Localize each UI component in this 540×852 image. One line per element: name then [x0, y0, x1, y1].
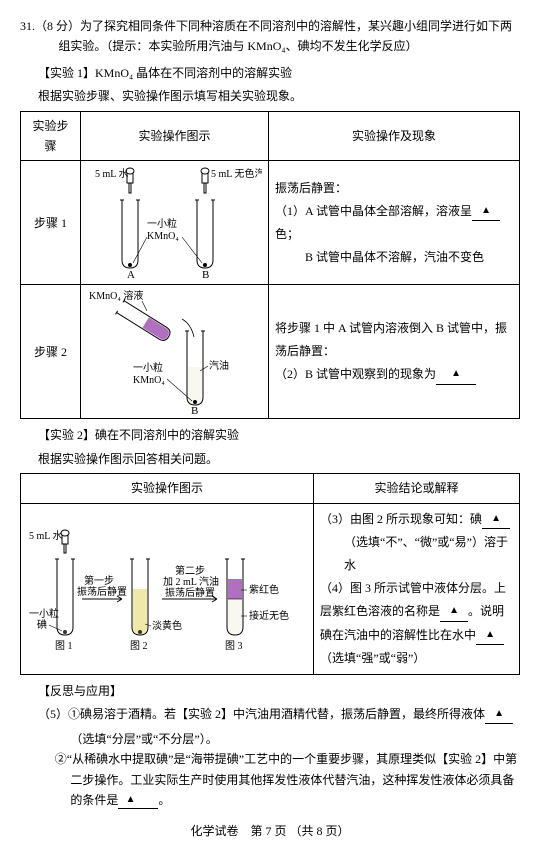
- exp2-diagram: 5 mL 水 图 1 一小粒 碘 第一步 振荡后静置: [21, 503, 314, 675]
- r2-obs2: （2）B 试管中观察到的现象为: [275, 363, 513, 387]
- grain-a-icon: [128, 263, 132, 267]
- exp2-h1: 实验操作图示: [21, 474, 314, 503]
- c3b: （选填“不”、“微”或“易”）溶于水: [320, 531, 513, 577]
- blank-3: [482, 506, 510, 530]
- q-stem: 为了探究相同条件下同种溶质在不同溶剂中的溶解性，某兴趣小组同学进行如下两组实验。…: [58, 19, 512, 53]
- lbl-iodine: 碘: [37, 618, 47, 631]
- lbl-kmno4-1: KMnO₄: [147, 231, 179, 242]
- reflect-5a2: （选填“分层”或“不分层”）。: [20, 729, 520, 749]
- lbl-B: B: [202, 269, 209, 280]
- exp1-r2-step: 步骤 2: [21, 285, 81, 419]
- blank-1: [472, 198, 500, 222]
- lbl-gas: 5 mL 无色汽油: [211, 167, 262, 180]
- exp1-h3: 实验操作及现象: [269, 111, 520, 161]
- svg-text:第一步: 第一步: [84, 574, 114, 587]
- lbl-B2: B: [191, 405, 198, 414]
- exp1-r1-diagram: 5 mL 水 5 mL 无色汽油 A B 一小粒: [81, 161, 269, 285]
- obs-head: 振荡后静置：: [275, 177, 513, 200]
- q-points: （8 分）: [35, 19, 80, 33]
- grain-b-icon: [203, 263, 207, 267]
- exp1-h1: 实验步骤: [21, 111, 81, 161]
- lbl-fig1: 图 1: [55, 640, 73, 652]
- svg-text:振荡后静置: 振荡后静置: [165, 586, 215, 599]
- reflect-title: 【反思与应用】: [20, 681, 520, 701]
- lbl-clear: 接近无色: [249, 609, 289, 622]
- lbl-fig3: 图 3: [225, 640, 243, 652]
- svg-text:振荡后静置: 振荡后静置: [77, 585, 127, 598]
- lbl-5ml: 5 mL 水: [29, 530, 63, 542]
- exp1-r2-diagram: KMnO₄ 溶液 B 一小粒 KMnO₄ 汽油: [81, 285, 269, 419]
- blank-5a: [485, 702, 513, 723]
- lbl-pale: 淡黄色: [152, 619, 182, 632]
- exp2-intro: 根据实验操作图示回答相关问题。: [20, 449, 520, 469]
- exp2-concl: （3）由图 2 所示现象可知：碘 （选填“不”、“微”或“易”）溶于水 （4）图…: [314, 503, 520, 675]
- svg-text:加 2 mL 汽油: 加 2 mL 汽油: [163, 575, 219, 588]
- lbl-gas2: 汽油: [209, 359, 229, 372]
- question-header: 31.（8 分）为了探究相同条件下同种溶质在不同溶剂中的溶解性，某兴趣小组同学进…: [20, 16, 520, 57]
- svg-text:第二步: 第二步: [175, 564, 205, 577]
- exp1-h2: 实验操作图示: [81, 111, 269, 161]
- lbl-grain2: 一小粒: [133, 361, 163, 374]
- lbl-purple: 紫红色: [249, 583, 279, 596]
- lbl-grain1: 一小粒: [147, 217, 177, 230]
- c4: （4）图 3 所示试管中液体分层。上层紫红色溶液的名称是。说明碘在汽油中的溶解性…: [320, 577, 513, 670]
- blank-5b: [118, 788, 158, 809]
- exp1-r1-step: 步骤 1: [21, 161, 81, 285]
- lbl-kmno4-2: KMnO₄: [133, 375, 165, 386]
- exp2-title: 【实验 2】碘在不同溶剂中的溶解实验: [20, 425, 520, 445]
- exp2-table: 实验操作图示 实验结论或解释 5 mL 水 图 1 一小粒 碘: [20, 473, 520, 675]
- c3: （3）由图 2 所示现象可知：碘: [320, 508, 513, 532]
- obs1: （1）A 试管中晶体全部溶解，溶液呈色；: [275, 200, 513, 247]
- blank-2: [436, 361, 476, 385]
- exp2-h2: 实验结论或解释: [314, 474, 520, 503]
- blank-4b: [476, 622, 504, 646]
- blank-4a: [440, 598, 468, 622]
- lbl-fig2: 图 2: [130, 640, 148, 652]
- lbl-grain3: 一小粒: [29, 607, 59, 620]
- exp1-table: 实验步骤 实验操作图示 实验操作及现象 步骤 1 5 mL 水 5: [20, 111, 520, 420]
- diagram-step2: KMnO₄ 溶液 B 一小粒 KMnO₄ 汽油: [87, 289, 262, 414]
- reflect-5b: ②“从稀碘水中提取碘”是“海带提碘”工艺中的一个重要步骤，其原理类似【实验 2】…: [20, 749, 520, 811]
- reflect-5a: （5）①碘易溶于酒精。若【实验 2】中汽油用酒精代替，振荡后静置，最终所得液体: [20, 704, 520, 725]
- lbl-sol: KMnO₄ 溶液: [89, 289, 143, 302]
- exp1-title: 【实验 1】KMnO₄ 晶体在不同溶剂中的溶解实验: [20, 63, 520, 83]
- diagram-exp2: 5 mL 水 图 1 一小粒 碘 第一步 振荡后静置: [27, 519, 307, 659]
- q-number: 31.: [20, 19, 35, 33]
- exp1-r1-obs: 振荡后静置： （1）A 试管中晶体全部溶解，溶液呈色； B 试管中晶体不溶解，汽…: [269, 161, 520, 285]
- exp1-r2-obs: 将步骤 1 中 A 试管内溶液倒入 B 试管中，振荡后静置： （2）B 试管中观…: [269, 285, 520, 419]
- lbl-A: A: [127, 269, 135, 280]
- obs2: B 试管中晶体不溶解，汽油不变色: [275, 246, 513, 269]
- exp1-intro: 根据实验步骤、实验操作图示填写相关实验现象。: [20, 86, 520, 106]
- page-footer: 化学试卷 第 7 页 （共 8 页）: [20, 821, 520, 841]
- r2-obs1: 将步骤 1 中 A 试管内溶液倒入 B 试管中，振荡后静置：: [275, 317, 513, 363]
- lbl-water: 5 mL 水: [95, 168, 129, 180]
- diagram-step1: 5 mL 水 5 mL 无色汽油 A B 一小粒: [87, 165, 262, 280]
